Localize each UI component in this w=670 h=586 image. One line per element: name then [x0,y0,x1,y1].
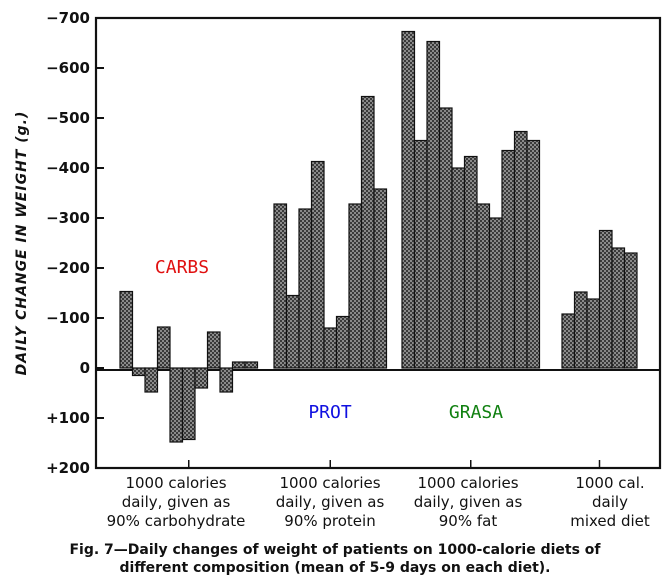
bar [144,367,159,393]
group-annotations: CARBS PROT GRASA [155,257,503,423]
bar [273,203,288,369]
bar [598,229,613,369]
bar [156,326,171,369]
bar [348,203,363,369]
x-group-label-line: 1000 cal. [575,474,644,492]
bar [401,30,416,369]
bar [206,331,221,369]
x-group-label-line: 1000 calories [125,474,226,492]
plot-frame [94,16,662,470]
bar [623,252,638,369]
x-group-label-line: daily, given as [122,493,231,511]
bar [513,130,528,369]
y-tick-label: −200 [46,259,90,277]
caption-line-2: different composition (mean of 5-9 days … [119,560,551,576]
y-tick-label: −400 [46,159,90,177]
bar [298,208,313,369]
bar [611,247,626,369]
bar [285,294,300,369]
x-group-label-line: mixed diet [570,512,650,530]
bar [526,139,541,369]
bar [181,367,196,441]
bar [219,367,234,393]
bar [310,160,325,369]
y-tick-label: −300 [46,209,90,227]
bar [373,188,388,369]
x-group-label-line: 90% protein [284,512,375,530]
y-tick-label: −100 [46,309,90,327]
y-tick-label: +200 [46,459,90,477]
y-tick-label: 0 [80,359,90,377]
bar [360,95,375,369]
y-tick-label: −700 [46,9,90,27]
caption-line-1: Fig. 7—Daily changes of weight of patien… [69,542,601,558]
bar [501,149,516,369]
bar [561,313,576,369]
group-annotation: PROT [308,402,352,423]
group-annotation: GRASA [449,402,503,423]
bar [119,290,134,369]
bar [438,107,453,369]
x-group-label-line: 90% fat [439,512,498,530]
bar [231,361,246,369]
bar [131,367,146,377]
y-axis: −700 −600 −500 −400 −300 −200 −100 0 +100 +200 [46,9,104,477]
bar [323,327,338,369]
bar [463,155,478,369]
bar [573,291,588,369]
bar [244,361,259,369]
figure-caption: Fig. 7—Daily changes of weight of patien… [0,541,670,577]
y-tick-label: +100 [46,409,90,427]
group-annotation: CARBS [155,257,209,278]
x-group-label-line: daily [592,493,628,511]
x-group-label-line: 1000 calories [279,474,380,492]
bar [194,367,209,389]
bar [476,203,491,369]
bar [335,315,350,369]
y-tick-label: −500 [46,109,90,127]
y-axis-label: DAILY CHANGE IN WEIGHT (g.) [14,111,30,376]
bar [413,139,428,369]
x-group-label-line: 90% carbohydrate [107,512,246,530]
bars [119,30,638,443]
bar [451,167,466,369]
bar [586,298,601,369]
x-group-label-line: daily, given as [414,493,523,511]
y-tick-label: −600 [46,59,90,77]
bar [169,367,184,443]
bar [426,40,441,369]
bar-chart: −700 −600 −500 −400 −300 −200 −100 0 +100 +200 CA… [14,9,662,530]
x-group-label-line: daily, given as [276,493,385,511]
bar [488,217,503,369]
x-group-label-line: 1000 calories [417,474,518,492]
